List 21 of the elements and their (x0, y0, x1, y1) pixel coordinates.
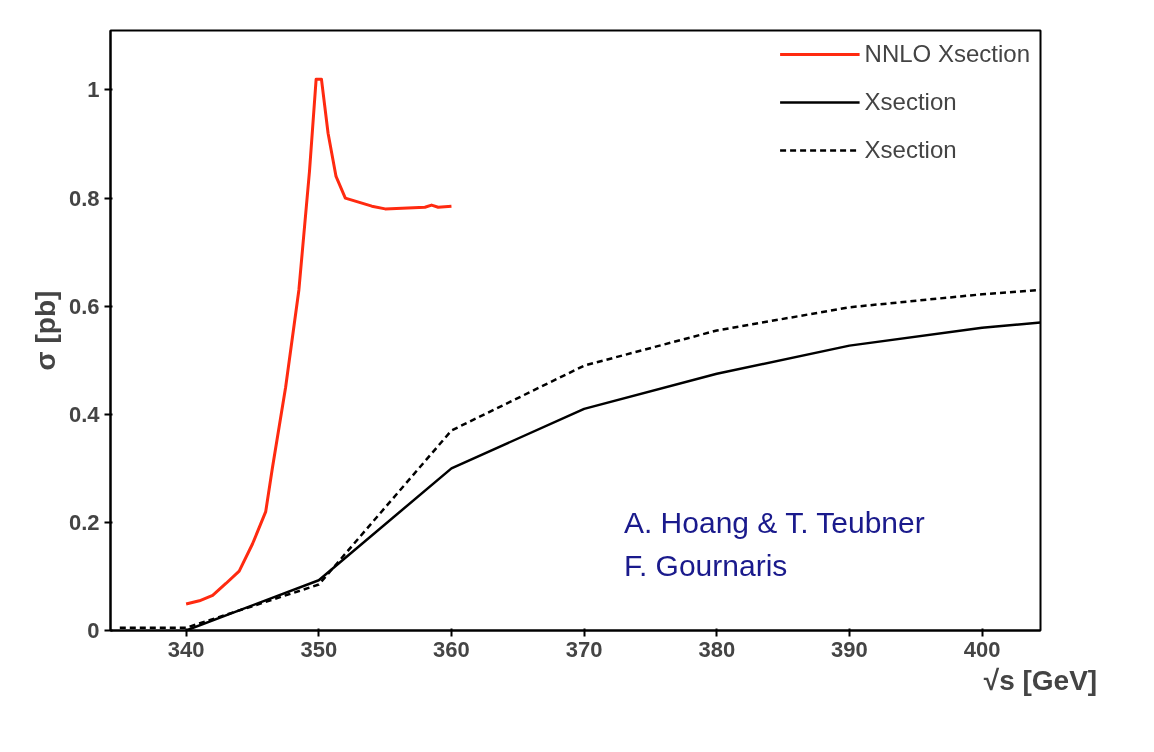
x-tick-label: 360 (433, 636, 470, 662)
x-tick-label: 340 (167, 636, 205, 662)
y-tick-label: 1 (87, 77, 100, 103)
legend-label: Xsection (864, 136, 957, 164)
x-tick-label: 350 (300, 636, 338, 662)
annotation: F. Gournaris (623, 548, 788, 582)
annotation: A. Hoang & T. Teubner (623, 505, 925, 539)
x-tick-label: 390 (831, 636, 868, 662)
line-series (184, 77, 453, 606)
x-tick-label: 400 (963, 636, 1001, 662)
x-tick-label: 380 (698, 636, 736, 662)
legend-label: Xsection (864, 88, 957, 116)
y-tick-label: 0.2 (68, 509, 100, 535)
y-tick-label: 0.6 (68, 293, 100, 319)
y-tick-label: 0.4 (68, 401, 101, 427)
y-tick-label: 0.8 (68, 185, 100, 211)
x-tick-label: 370 (565, 636, 603, 662)
y-tick-label: 0 (87, 618, 100, 643)
legend-label: NNLO Xsection (864, 40, 1030, 68)
x-axis-title: √s [GeV] (983, 664, 1098, 696)
y-axis-title: σ [pb] (29, 290, 61, 371)
